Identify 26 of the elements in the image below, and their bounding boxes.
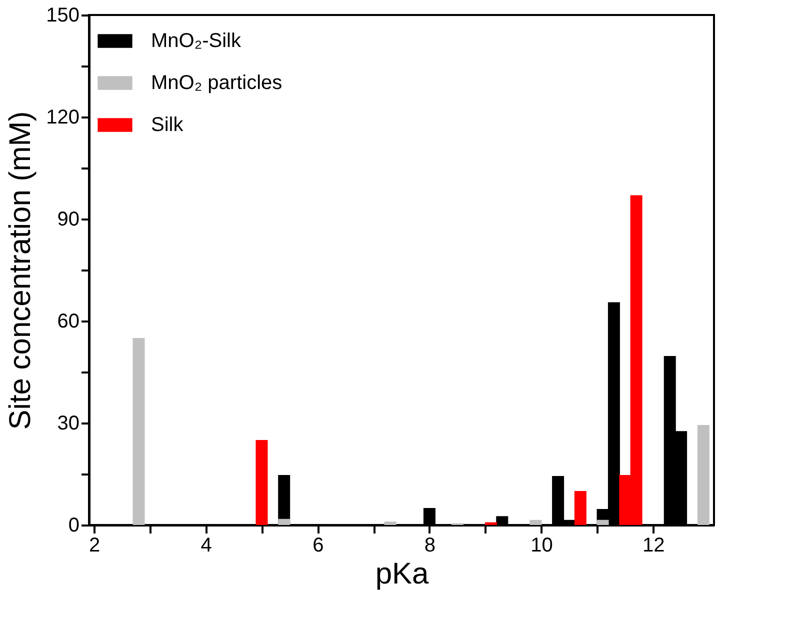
y-tick-label: 0 — [68, 514, 80, 536]
bar — [697, 425, 710, 525]
y-tick-label: 150 — [46, 4, 80, 26]
x-tick-label: 2 — [88, 534, 100, 556]
legend-label: Silk — [151, 114, 184, 136]
x-tick-label: 10 — [530, 534, 553, 556]
bar — [574, 491, 586, 525]
bar — [256, 440, 268, 525]
x-tick-label: 6 — [312, 534, 324, 556]
y-tick-label: 60 — [57, 310, 80, 332]
bar — [530, 520, 542, 525]
legend-label: MnO₂-Silk — [151, 30, 242, 52]
y-tick-label: 30 — [57, 412, 80, 434]
x-tick-label: 12 — [642, 534, 665, 556]
legend-label: MnO₂ particles — [151, 72, 282, 94]
y-tick-label: 120 — [46, 106, 80, 128]
x-tick-label: 4 — [200, 534, 212, 556]
bar — [484, 522, 497, 525]
y-tick-label: 90 — [57, 208, 80, 230]
x-axis-title: pKa — [375, 558, 429, 590]
x-tick-label: 8 — [424, 534, 436, 556]
bar — [278, 518, 290, 525]
bar — [132, 338, 145, 525]
bar — [384, 522, 396, 525]
bar — [596, 520, 609, 525]
y-axis-title: Site concentration (mM) — [4, 111, 38, 430]
